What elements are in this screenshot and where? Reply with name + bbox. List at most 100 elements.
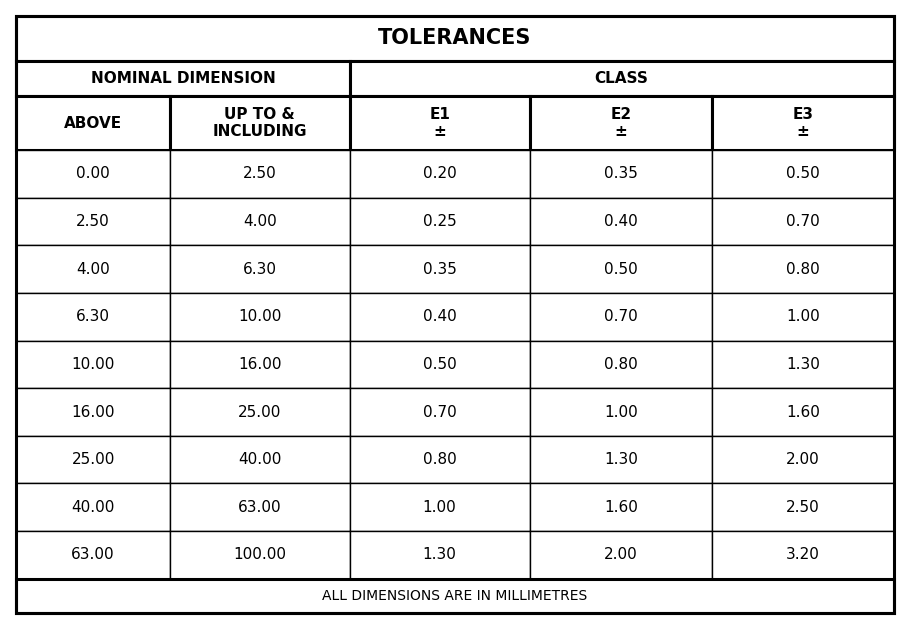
Text: 1.30: 1.30 [786,357,820,372]
Bar [170,96,349,150]
Bar [530,293,712,340]
Bar [530,198,712,245]
Bar [349,96,530,150]
Bar [712,340,894,388]
Bar [530,245,712,293]
Bar [349,245,530,293]
Bar [530,484,712,531]
Bar [170,436,349,484]
Text: 2.50: 2.50 [786,499,820,515]
Text: E1
±: E1 ± [430,107,450,140]
Bar [170,340,349,388]
Text: 0.20: 0.20 [423,167,457,182]
Bar [170,484,349,531]
Bar [170,388,349,436]
Text: 10.00: 10.00 [238,309,281,325]
Text: 2.00: 2.00 [604,547,638,562]
Text: 0.80: 0.80 [423,452,457,467]
Bar [349,198,530,245]
Text: 40.00: 40.00 [72,499,115,515]
Text: 0.80: 0.80 [786,262,820,277]
Text: 1.00: 1.00 [786,309,820,325]
Bar [349,293,530,340]
Text: 0.40: 0.40 [604,214,638,229]
Text: 6.30: 6.30 [76,309,110,325]
Text: NOMINAL DIMENSION: NOMINAL DIMENSION [91,71,276,86]
Text: 1.00: 1.00 [423,499,457,515]
Bar [16,245,170,293]
Text: 1.60: 1.60 [786,404,820,420]
Text: 16.00: 16.00 [238,357,281,372]
Text: TOLERANCES: TOLERANCES [379,28,531,48]
Bar [349,484,530,531]
Bar [712,245,894,293]
Bar [530,96,712,150]
Bar [16,484,170,531]
Bar [16,293,170,340]
Bar [170,198,349,245]
Bar [170,293,349,340]
Text: 0.35: 0.35 [604,167,638,182]
Bar [170,245,349,293]
Text: CLASS: CLASS [595,71,649,86]
Text: 6.30: 6.30 [243,262,277,277]
Text: UP TO &
INCLUDING: UP TO & INCLUDING [213,107,307,140]
Bar [712,531,894,579]
Bar [530,340,712,388]
Text: 0.25: 0.25 [423,214,457,229]
Text: 63.00: 63.00 [71,547,115,562]
Bar [16,388,170,436]
Text: 0.40: 0.40 [423,309,457,325]
Text: 0.70: 0.70 [786,214,820,229]
Bar [712,436,894,484]
Text: 2.00: 2.00 [786,452,820,467]
Bar [16,16,894,60]
Text: 0.50: 0.50 [604,262,638,277]
Text: 4.00: 4.00 [76,262,110,277]
Text: 25.00: 25.00 [238,404,281,420]
Text: 4.00: 4.00 [243,214,277,229]
Text: ABOVE: ABOVE [64,116,122,131]
Text: 0.00: 0.00 [76,167,110,182]
Text: ALL DIMENSIONS ARE IN MILLIMETRES: ALL DIMENSIONS ARE IN MILLIMETRES [322,589,588,603]
Text: E2
±: E2 ± [611,107,632,140]
Text: 1.30: 1.30 [604,452,638,467]
Bar [530,531,712,579]
Text: 0.50: 0.50 [786,167,820,182]
Bar [349,150,530,198]
Bar [16,531,170,579]
Text: 2.50: 2.50 [76,214,110,229]
Text: 16.00: 16.00 [71,404,115,420]
Bar [16,96,170,150]
Bar [16,340,170,388]
Text: 1.60: 1.60 [604,499,638,515]
Text: 1.00: 1.00 [604,404,638,420]
Bar [16,60,349,96]
Bar [349,531,530,579]
Bar [16,150,170,198]
Text: 25.00: 25.00 [72,452,115,467]
Bar [712,150,894,198]
Text: 2.50: 2.50 [243,167,277,182]
Text: 63.00: 63.00 [238,499,281,515]
Text: 0.70: 0.70 [604,309,638,325]
Bar [16,579,894,613]
Text: 100.00: 100.00 [233,547,287,562]
Text: 0.35: 0.35 [423,262,457,277]
Bar [712,293,894,340]
Bar [16,198,170,245]
Text: E3
±: E3 ± [793,107,814,140]
Text: 0.80: 0.80 [604,357,638,372]
Bar [349,388,530,436]
Bar [16,436,170,484]
Bar [712,388,894,436]
Bar [349,340,530,388]
Bar [530,150,712,198]
Text: 3.20: 3.20 [786,547,820,562]
Text: 0.70: 0.70 [423,404,457,420]
Bar [712,484,894,531]
Text: 1.30: 1.30 [423,547,457,562]
Text: 0.50: 0.50 [423,357,457,372]
Bar [170,531,349,579]
Bar [349,60,894,96]
